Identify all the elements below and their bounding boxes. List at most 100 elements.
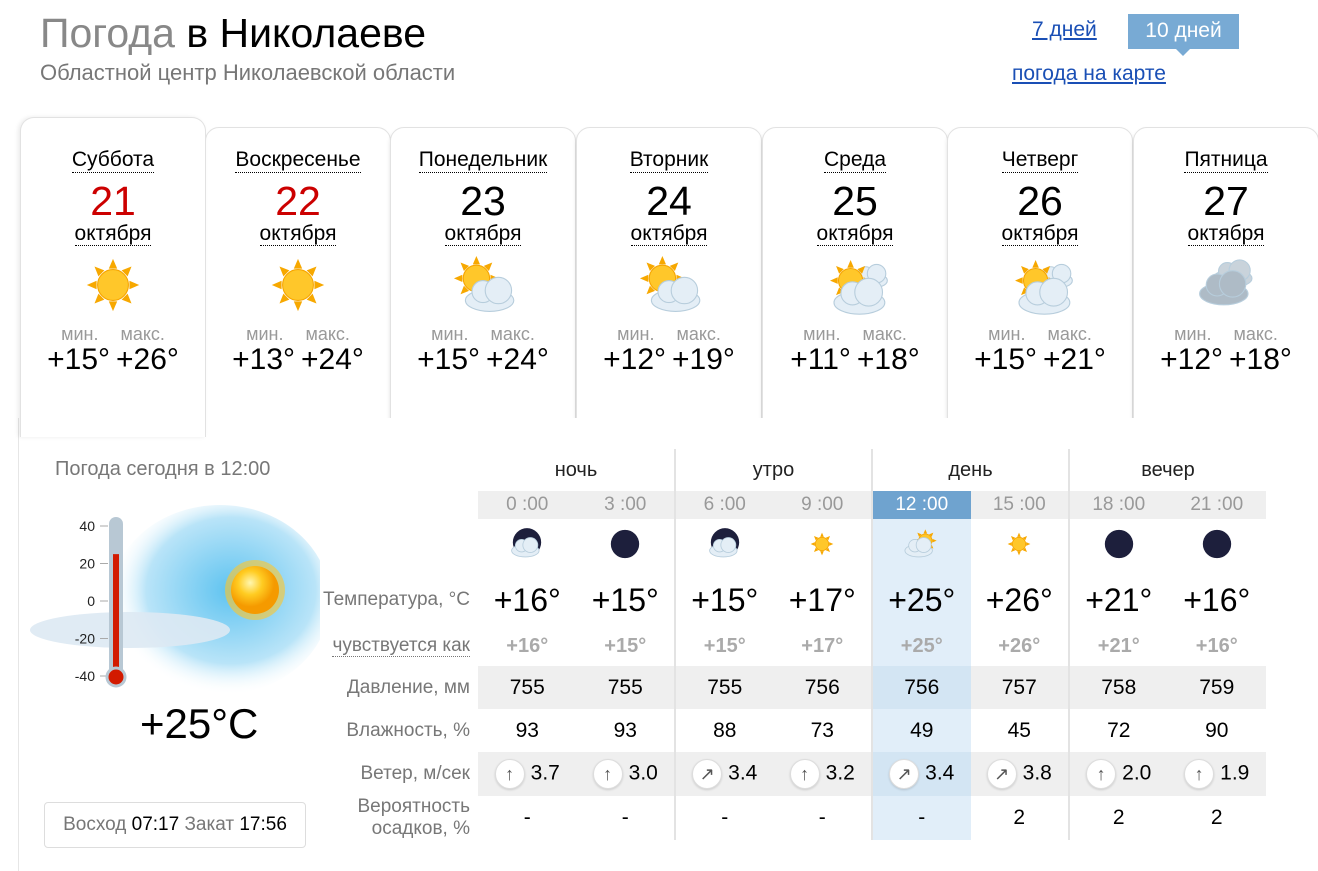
- min-temp: +12°: [603, 343, 666, 376]
- overcast-icon: [1199, 259, 1253, 306]
- max-temp: +24°: [301, 343, 364, 376]
- max-temp: +18°: [1229, 343, 1292, 376]
- page-title: Погода в Николаеве: [40, 10, 426, 56]
- feels-like-cell: +26°: [998, 634, 1041, 657]
- wind-direction-arrow-icon: ↑: [789, 759, 820, 789]
- precipitation-cell: -: [674, 796, 774, 840]
- humidity-cell: 93: [515, 718, 539, 742]
- temperature-cell: +16°: [493, 581, 561, 618]
- feels-like-cell: +15°: [604, 634, 647, 657]
- sun-cloud-icon: [639, 255, 701, 312]
- wind-cell: ↗ 3.4: [674, 752, 774, 796]
- day-month: октября: [444, 222, 522, 246]
- min-temp: +15°: [417, 343, 480, 376]
- day-date: 25: [832, 178, 878, 224]
- today-label: Погода сегодня в 12:00: [55, 458, 271, 480]
- period-1: утро: [674, 449, 872, 491]
- temperature-cell: +26°: [985, 581, 1053, 618]
- 7-days-link[interactable]: 7 дней: [1032, 18, 1097, 41]
- min-label: мин.: [803, 324, 841, 344]
- moon-cloud-icon: [511, 528, 542, 558]
- hourly-forecast-table: ночь утро день вечер 0 :00 3 :00 6 :00 9 :00 12 …: [300, 449, 1266, 840]
- thermo-scale-label: -40: [75, 668, 95, 684]
- current-temperature: +25°C: [140, 700, 259, 747]
- precipitation-cell: -: [818, 806, 826, 829]
- time-cell[interactable]: 12 :00: [871, 491, 971, 519]
- day-month: октября: [1001, 222, 1079, 246]
- day-month: октября: [74, 222, 152, 246]
- min-label: мин.: [988, 324, 1026, 344]
- day-month: октября: [816, 222, 894, 246]
- day-tab[interactable]: Четверг 26 октября мин. макс. +15° +21°: [947, 127, 1133, 419]
- min-label: мин.: [431, 324, 469, 344]
- 10-days-button[interactable]: 10 дней: [1128, 14, 1239, 56]
- thermo-scale-label: -20: [75, 631, 95, 647]
- day-tab[interactable]: Вторник 24 октября мин. макс. +12° +19°: [576, 127, 762, 419]
- wind-cell: ↑ 1.9: [1167, 752, 1266, 796]
- pressure-cell: 755: [674, 666, 774, 709]
- time-cell[interactable]: 15 :00: [970, 491, 1069, 519]
- day-name: Среда: [824, 148, 886, 173]
- day-tab[interactable]: Среда 25 октября мин. макс. +11° +18°: [762, 127, 948, 419]
- humidity-cell: 49: [871, 709, 971, 752]
- wind-cell: ↗ 3.8: [970, 752, 1069, 796]
- pressure-cell: 756: [871, 666, 971, 709]
- wind-direction-arrow-icon: ↗: [889, 759, 920, 789]
- time-cell[interactable]: 6 :00: [674, 491, 774, 519]
- humidity-cell: 73: [810, 718, 834, 742]
- sun-clouds-icon: [830, 260, 888, 315]
- max-label: макс.: [120, 324, 165, 344]
- wind-cell: ↑ 3.7: [478, 752, 577, 796]
- time-cell[interactable]: 9 :00: [773, 491, 872, 519]
- day-tab[interactable]: Суббота 21 октября мин. макс. +15° +26°: [20, 117, 206, 437]
- min-temp: +11°: [790, 343, 851, 376]
- wind-direction-arrow-icon: ↑: [494, 759, 525, 789]
- wind-direction-arrow-icon: ↑: [592, 759, 623, 789]
- min-temp: +13°: [232, 343, 295, 376]
- max-label: макс.: [490, 324, 535, 344]
- pressure-cell: 756: [773, 666, 872, 709]
- sun-icon: [225, 560, 285, 620]
- sun-icon: [271, 258, 325, 312]
- day-tab[interactable]: Пятница 27 октября мин. макс. +12° +18°: [1133, 127, 1318, 419]
- moon-icon: [1104, 529, 1133, 559]
- cloud-icon: [30, 612, 230, 648]
- day-date: 21: [90, 178, 136, 224]
- weather-map-link[interactable]: погода на карте: [1012, 62, 1166, 85]
- sun-small-icon: [810, 532, 834, 556]
- min-temp: +12°: [1160, 343, 1223, 376]
- thermo-scale-label: 40: [79, 518, 95, 534]
- moon-cloud-icon: [708, 528, 739, 558]
- day-tab[interactable]: Понедельник 23 октября мин. макс. +15° +24…: [390, 127, 576, 419]
- precipitation-label: Вероятность осадков, %: [357, 796, 470, 839]
- max-label: макс.: [1233, 324, 1278, 344]
- period-2: день: [871, 449, 1069, 491]
- pressure-cell: 757: [970, 666, 1069, 709]
- time-cell[interactable]: 18 :00: [1068, 491, 1168, 519]
- wind-cell: ↑ 2.0: [1068, 752, 1168, 796]
- precipitation-cell: -: [523, 806, 531, 829]
- time-cell[interactable]: 0 :00: [478, 491, 577, 519]
- max-label: макс.: [862, 324, 907, 344]
- wind-direction-arrow-icon: ↑: [1086, 759, 1117, 789]
- sun-small-icon: [1007, 532, 1031, 556]
- pressure-cell: 755: [576, 666, 675, 709]
- precipitation-cell: -: [871, 796, 971, 840]
- time-cell[interactable]: 3 :00: [576, 491, 675, 519]
- day-name: Воскресенье: [235, 148, 361, 173]
- moon-icon: [611, 529, 640, 559]
- min-label: мин.: [1174, 324, 1212, 344]
- temperature-label: Температура, °С: [323, 589, 470, 610]
- temperature-cell: +17°: [788, 581, 856, 618]
- moon-icon: [1202, 529, 1231, 559]
- wind-cell: ↑ 3.0: [576, 752, 675, 796]
- thermo-scale-label: 20: [79, 556, 95, 572]
- day-tab[interactable]: Воскресенье 22 октября мин. макс. +13° +24…: [205, 127, 391, 419]
- day-month: октября: [1187, 222, 1265, 246]
- pressure-cell: 758: [1068, 666, 1168, 709]
- wind-direction-arrow-icon: ↗: [692, 759, 723, 789]
- humidity-cell: 90: [1205, 718, 1229, 742]
- time-cell[interactable]: 21 :00: [1167, 491, 1266, 519]
- period-0: ночь: [554, 458, 598, 481]
- humidity-cell: 45: [1007, 718, 1031, 742]
